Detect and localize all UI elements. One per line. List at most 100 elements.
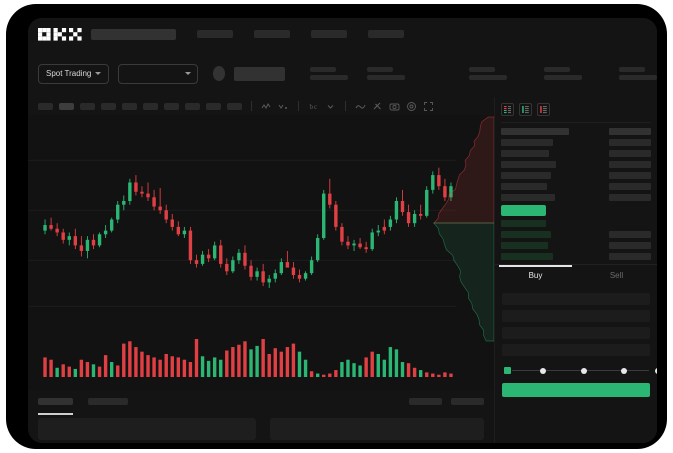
price-chart[interactable] xyxy=(28,115,494,390)
ticker-stat-label xyxy=(619,67,645,72)
ticker-stat-label xyxy=(367,67,393,72)
timeframe-3[interactable] xyxy=(80,102,95,110)
orderbook-asks-only-icon[interactable] xyxy=(537,103,550,116)
fullscreen-icon[interactable] xyxy=(423,101,434,112)
orderbook-bid-row[interactable] xyxy=(501,231,651,238)
slider-stop-100[interactable] xyxy=(655,367,657,374)
trading-mode-selector[interactable]: Spot Trading xyxy=(38,63,110,84)
orderbook-bid-row[interactable] xyxy=(501,242,651,249)
orderbook-ask-row[interactable] xyxy=(501,161,651,168)
tab-open-orders[interactable] xyxy=(38,398,73,405)
slider-handle[interactable] xyxy=(503,366,512,375)
amount-percentage-slider[interactable] xyxy=(503,366,657,375)
magnet-icon[interactable] xyxy=(372,101,383,112)
timeframe-7[interactable] xyxy=(164,102,179,110)
last-price xyxy=(234,66,285,81)
global-search-box[interactable] xyxy=(91,28,176,40)
bid-price xyxy=(501,253,553,260)
bid-price xyxy=(501,220,546,227)
ticker-stat-value xyxy=(619,75,657,80)
pair-selector[interactable] xyxy=(118,63,198,84)
submit-buy-button[interactable] xyxy=(502,383,650,397)
bid-price xyxy=(501,231,551,238)
orders-actions xyxy=(409,398,484,405)
nav-item-2[interactable] xyxy=(254,30,290,38)
timeframe-10[interactable] xyxy=(227,102,242,110)
candlestick-svg xyxy=(28,159,456,377)
orderbook-col-price xyxy=(501,128,569,135)
slider-stop-25[interactable] xyxy=(540,367,546,374)
tab-buy[interactable]: Buy xyxy=(495,265,576,285)
ticker-stat-3 xyxy=(469,67,507,80)
nav-item-1[interactable] xyxy=(197,30,233,38)
toolbar-divider xyxy=(251,101,252,111)
orderbook-view-modes xyxy=(495,97,657,121)
ticker-stat-label xyxy=(469,67,495,72)
bid-amount xyxy=(609,242,651,249)
orderbook-panel: Buy Sell xyxy=(494,97,657,443)
order-form-tabs: Buy Sell xyxy=(495,264,657,285)
ticker-stat-value xyxy=(469,75,507,80)
toolbar-divider xyxy=(345,101,346,111)
timeframe-6[interactable] xyxy=(143,102,158,110)
timeframe-8[interactable] xyxy=(185,102,200,110)
indicator-icon[interactable] xyxy=(261,101,272,112)
svg-text:b: b xyxy=(310,103,314,111)
slider-stop-50[interactable] xyxy=(581,367,587,374)
tab-sell[interactable]: Sell xyxy=(609,271,624,280)
chevron-down-icon[interactable] xyxy=(325,101,336,112)
total-field[interactable] xyxy=(502,344,650,356)
price-field[interactable] xyxy=(502,310,650,322)
okx-logo[interactable] xyxy=(38,27,82,41)
slider-track xyxy=(506,370,649,371)
trading-mode-label: Spot Trading xyxy=(46,69,92,78)
orderbook-ask-row[interactable] xyxy=(501,183,651,190)
amount-field[interactable] xyxy=(502,327,650,339)
top-navigation-bar xyxy=(28,18,657,50)
orderbook-ask-row[interactable] xyxy=(501,139,651,146)
order-type-field[interactable] xyxy=(502,293,650,305)
last-price-badge xyxy=(501,205,546,216)
ticker-stat-2 xyxy=(367,67,405,80)
bid-amount xyxy=(609,231,651,238)
orderbook-ask-row[interactable] xyxy=(501,150,651,157)
orderbook-ask-row[interactable] xyxy=(501,172,651,179)
slider-stop-75[interactable] xyxy=(621,367,627,374)
ticker-stat-label xyxy=(544,67,570,72)
orderbook-bid-row[interactable] xyxy=(501,220,651,227)
timeframe-5[interactable] xyxy=(122,102,137,110)
ticker-stat-5 xyxy=(619,67,657,80)
settings-icon[interactable] xyxy=(406,101,417,112)
timeframe-4[interactable] xyxy=(101,102,116,110)
timeframe-2[interactable] xyxy=(59,102,74,110)
orderbook-bids-only-icon[interactable] xyxy=(519,103,532,116)
orderbook-rows xyxy=(495,128,657,260)
orderbook-both-sides-icon[interactable] xyxy=(501,103,514,116)
market-subheader: Spot Trading xyxy=(28,50,657,97)
tab-order-history[interactable] xyxy=(88,398,128,405)
camera-icon[interactable] xyxy=(389,101,400,112)
line-chart-icon[interactable] xyxy=(355,101,366,112)
timeframe-9[interactable] xyxy=(206,102,221,110)
svg-text:c: c xyxy=(314,103,317,111)
ticker-stat-value xyxy=(310,75,348,80)
device-frame: Spot Trading xyxy=(6,4,667,449)
orders-action-1[interactable] xyxy=(409,398,442,405)
ask-amount xyxy=(609,139,651,146)
compare-icon[interactable] xyxy=(278,101,289,112)
orderbook-bid-row[interactable] xyxy=(501,253,651,260)
orderbook-ask-row[interactable] xyxy=(501,194,651,201)
timeframe-1[interactable] xyxy=(38,102,53,110)
ask-price xyxy=(501,172,551,179)
ticker-stat-1 xyxy=(310,67,348,80)
orderbook-col-amount xyxy=(609,128,651,135)
chevron-down-icon xyxy=(95,72,102,75)
orders-action-2[interactable] xyxy=(451,398,484,405)
orders-tab-row xyxy=(28,390,494,415)
ask-price xyxy=(501,183,547,190)
ask-amount xyxy=(609,194,651,201)
nav-item-4[interactable] xyxy=(368,30,404,38)
ask-amount xyxy=(609,161,651,168)
nav-item-3[interactable] xyxy=(311,30,347,38)
